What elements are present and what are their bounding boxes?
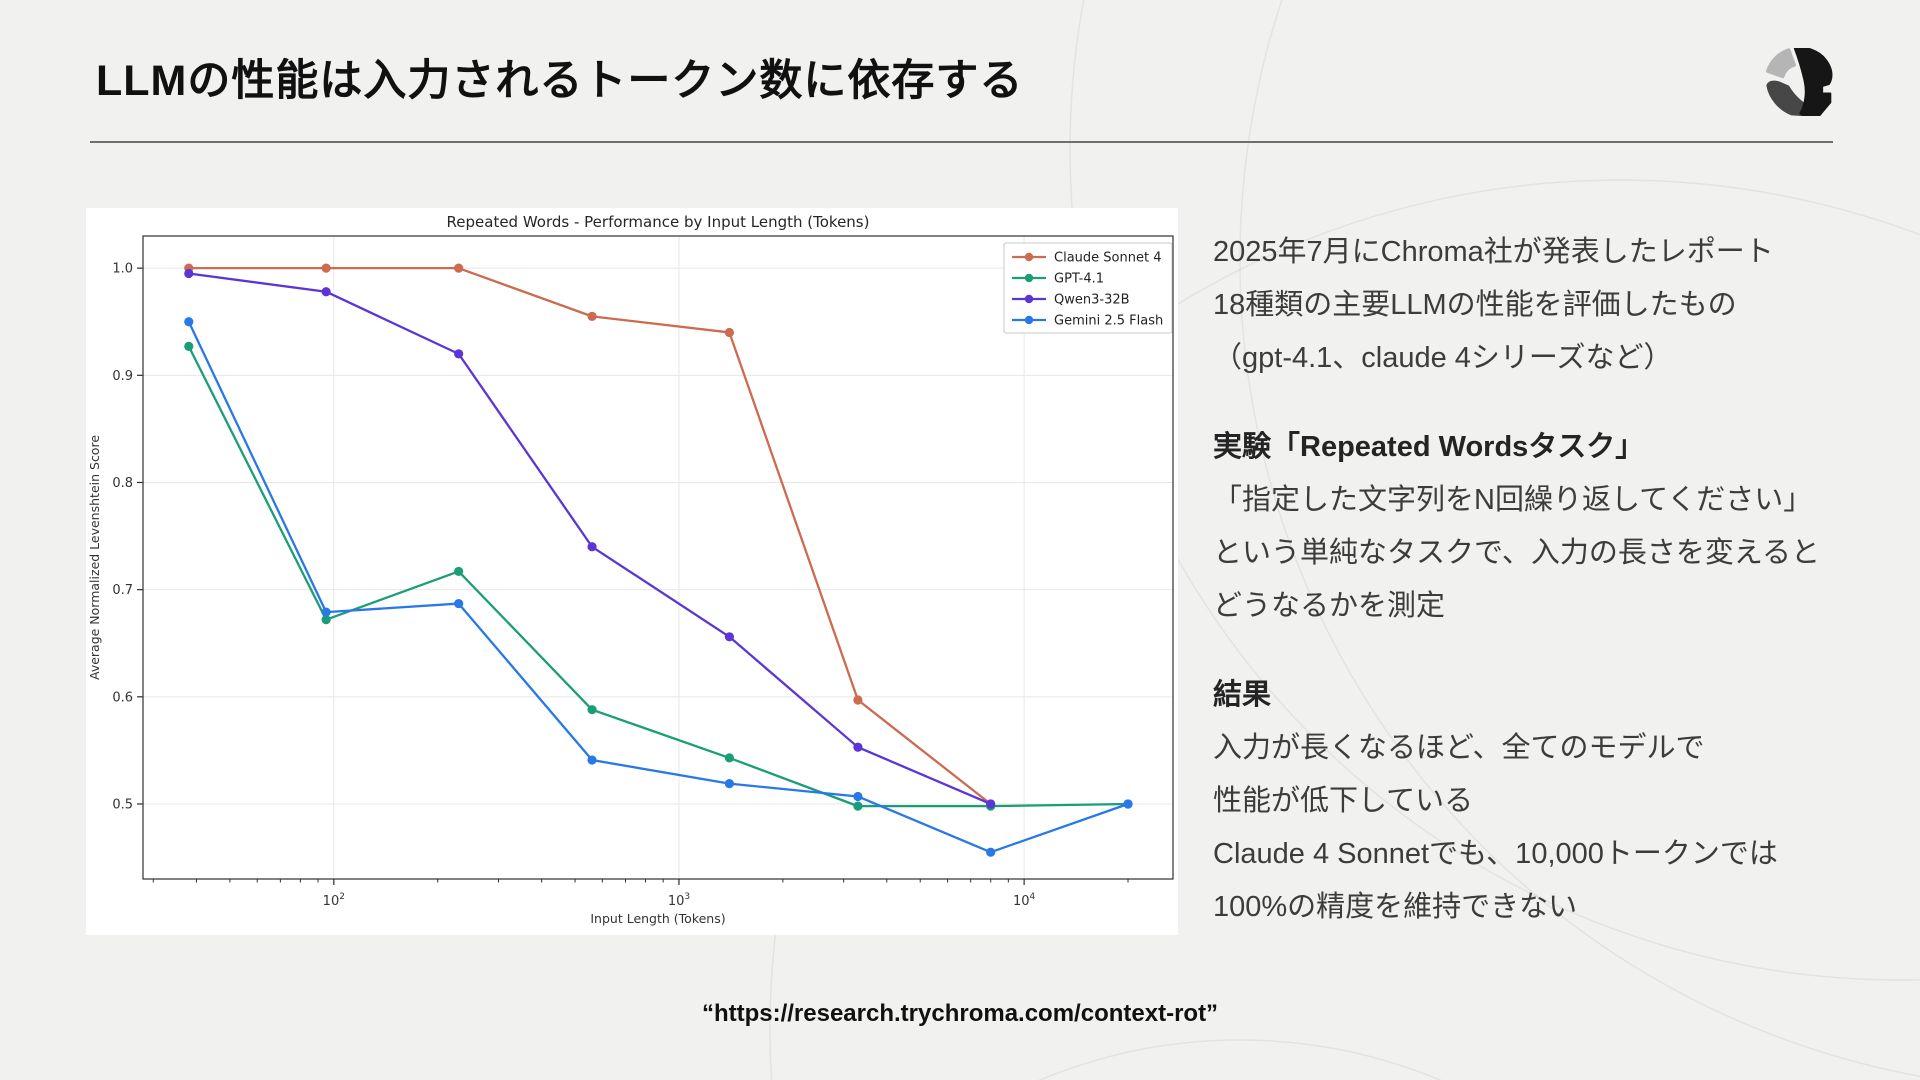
chart-card: 1.0 0.9 0.8 0.7 0.6 0.5 102 103 104 Repeated Word… [86, 208, 1178, 935]
svg-text:GPT-4.1: GPT-4.1 [1054, 272, 1104, 287]
axis-ticks: 1.0 0.9 0.8 0.7 0.6 0.5 102 103 104 [112, 262, 1129, 909]
result-section: 結果 入力が長くなるほど、全てのモデルで 性能が低下している Claude 4 So… [1213, 669, 1908, 934]
text-line: どうなるかを測定 [1213, 590, 1446, 622]
series-claude-sonnet-4 [184, 263, 996, 809]
text-line: 2025年7月にChroma社が発表したレポート [1213, 236, 1774, 268]
notes-panel: 2025年7月にChroma社が発表したレポート 18種類の主要LLMの性能を評価… [1213, 226, 1908, 970]
series-gpt-4-1 [184, 341, 1133, 811]
title-divider [90, 141, 1833, 143]
svg-text:102: 102 [323, 892, 345, 909]
text-line: （gpt-4.1、claude 4シリーズなど） [1213, 342, 1673, 374]
experiment-section: 実験「Repeated Wordsタスク」 「指定した文字列をN回繰り返してくだ… [1213, 421, 1908, 633]
slide-header: LLMの性能は入力されるトークン数に依存する [96, 46, 1830, 108]
line-chart: 1.0 0.9 0.8 0.7 0.6 0.5 102 103 104 Repeated Word… [87, 213, 1174, 926]
svg-text:0.8: 0.8 [112, 476, 133, 491]
svg-text:0.6: 0.6 [112, 690, 133, 705]
report-intro: 2025年7月にChroma社が発表したレポート 18種類の主要LLMの性能を評価… [1213, 226, 1908, 385]
result-heading: 結果 [1213, 679, 1272, 711]
chart-title: Repeated Words - Performance by Input Le… [447, 213, 870, 231]
page-title: LLMの性能は入力されるトークン数に依存する [96, 57, 1024, 105]
svg-text:103: 103 [668, 892, 690, 909]
x-axis-label: Input Length (Tokens) [590, 911, 725, 926]
svg-text:0.5: 0.5 [112, 797, 133, 812]
text-line: という単純なタスクで、入力の長さを変えると [1213, 537, 1820, 569]
logo-light-segment [1766, 48, 1796, 79]
text-line: 性能が低下している [1213, 785, 1474, 817]
text-line: 「指定した文字列をN回繰り返してください」 [1213, 484, 1813, 516]
svg-text:0.7: 0.7 [112, 583, 133, 598]
legend-item: Qwen3-32B [1012, 293, 1130, 308]
text-line: Claude 4 Sonnetでも、10,000トークンでは [1213, 838, 1778, 870]
svg-text:Claude Sonnet 4: Claude Sonnet 4 [1054, 251, 1161, 266]
text-line: 100%の精度を維持できない [1213, 891, 1578, 923]
legend-item: GPT-4.1 [1012, 272, 1104, 287]
result-description: 入力が長くなるほど、全てのモデルで 性能が低下している Claude 4 Sonne… [1213, 722, 1908, 934]
text-line: 18種類の主要LLMの性能を評価したもの [1213, 289, 1737, 321]
series-qwen3-32b [184, 268, 996, 809]
legend: Claude Sonnet 4 GPT-4.1 Qwen3-32B Gemini 2.… [1003, 242, 1173, 334]
experiment-description: 「指定した文字列をN回繰り返してください」 という単純なタスクで、入力の長さを変え… [1213, 474, 1908, 633]
svg-text:Gemini 2.5 Flash: Gemini 2.5 Flash [1054, 314, 1163, 329]
svg-text:0.9: 0.9 [112, 369, 133, 384]
legend-item: Claude Sonnet 4 [1012, 251, 1161, 266]
series-gemini-2-5-flash [184, 317, 1133, 857]
svg-text:104: 104 [1013, 892, 1036, 909]
y-axis-label: Average Normalized Levenshtein Score [87, 435, 102, 680]
decorative-arc [1038, 1039, 1442, 1080]
logo-face-segment [1793, 48, 1833, 116]
legend-item: Gemini 2.5 Flash [1012, 314, 1163, 329]
text-line: 入力が長くなるほど、全てのモデルで [1213, 732, 1705, 764]
series-lines [184, 263, 1133, 857]
svg-text:1.0: 1.0 [112, 262, 133, 277]
plot-border [142, 235, 1174, 880]
citation: “https://research.trychroma.com/context-… [701, 1000, 1219, 1027]
experiment-heading: 実験「Repeated Wordsタスク」 [1213, 431, 1645, 463]
svg-text:Qwen3-32B: Qwen3-32B [1054, 293, 1130, 308]
company-logo [1766, 48, 1833, 116]
